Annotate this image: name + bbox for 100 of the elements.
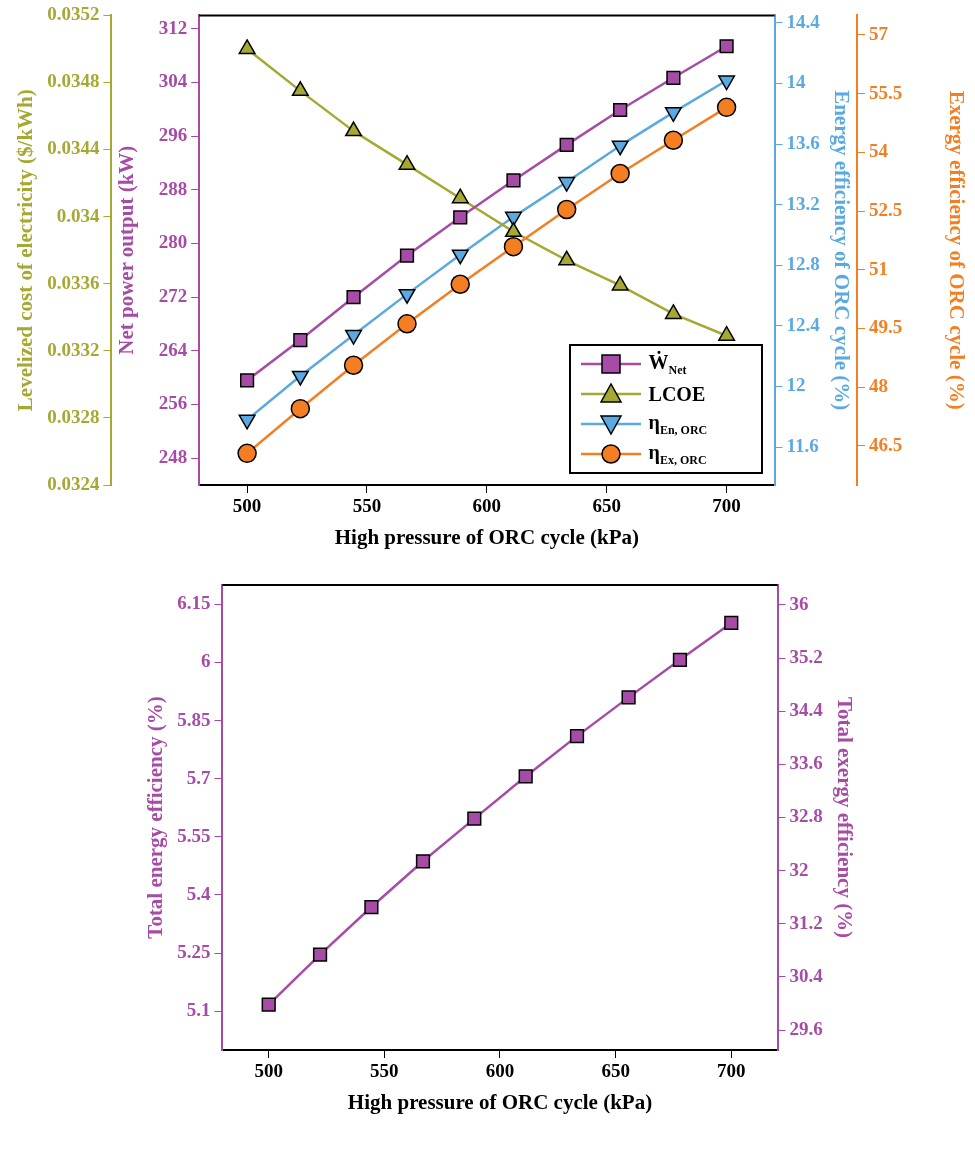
y2-tick-label: 35.2 — [789, 645, 823, 667]
x-tick-label: 700 — [717, 1060, 746, 1082]
y3-tick-label: 13.2 — [786, 192, 820, 214]
y-tick-label: 272 — [158, 285, 188, 307]
point — [450, 274, 470, 294]
point — [556, 199, 577, 220]
point — [453, 210, 468, 225]
x-axis-title: High pressure of ORC cycle (kPa) — [347, 1089, 653, 1114]
y3-axis-title: Energy efficiency of ORC cycle (%) — [829, 90, 854, 411]
point — [397, 314, 417, 334]
y2-tick-label: 0.0328 — [47, 405, 100, 427]
y-tick-label: 49.5 — [869, 316, 903, 338]
y2-tick-label: 29.6 — [789, 1017, 823, 1039]
y-tick-label: 54 — [869, 140, 889, 162]
y2-tick-label: 0.0352 — [47, 3, 100, 25]
y-tick-label: 288 — [158, 177, 188, 199]
y-tick-label: 52.5 — [869, 198, 903, 220]
y-tick-label: 55.5 — [869, 81, 903, 103]
y-tick-label: 5.55 — [177, 824, 211, 846]
y2-tick-label: 32 — [789, 858, 809, 880]
point — [346, 290, 361, 305]
y-axis-title: Net power output (kW) — [114, 145, 139, 355]
y-tick-label: 5.25 — [177, 941, 211, 963]
y-axis-title: Exergy efficiency of ORC cycle (%) — [944, 90, 969, 410]
x-tick-label: 700 — [712, 495, 741, 517]
x-tick-label: 550 — [370, 1060, 399, 1082]
point — [364, 899, 379, 915]
point — [293, 332, 308, 348]
legend-label: η$_{En, ORC}$ — [648, 410, 708, 438]
y2-tick-label: 0.0344 — [47, 137, 100, 159]
y2-tick-label: 0.0348 — [47, 70, 100, 92]
point — [558, 250, 576, 266]
point — [504, 222, 523, 237]
y-axis-title: Total energy efficiency (%) — [143, 696, 168, 939]
point — [238, 39, 256, 55]
y3-tick-label: 12 — [786, 374, 806, 396]
y-tick-label: 248 — [158, 446, 188, 468]
point — [611, 275, 629, 291]
y-tick-label: 5.4 — [186, 882, 211, 904]
y-tick-label: 51 — [869, 257, 888, 279]
y-tick-label: 46.5 — [869, 433, 903, 455]
y3-tick-label: 14 — [786, 71, 807, 93]
y-tick-label: 6.15 — [177, 592, 211, 614]
point — [518, 769, 533, 784]
point — [399, 248, 415, 263]
y-tick-label: 304 — [158, 70, 188, 92]
point — [724, 615, 739, 631]
point — [613, 102, 628, 118]
y-tick-label: 296 — [158, 124, 188, 146]
y-tick-label: 256 — [158, 392, 188, 414]
point — [451, 188, 469, 204]
point — [467, 811, 482, 826]
y2-tick-label: 36 — [789, 592, 809, 614]
x-tick-label: 600 — [472, 495, 502, 517]
point — [291, 81, 309, 97]
point — [239, 373, 255, 388]
point — [261, 997, 276, 1012]
y2-tick-label: 32.8 — [789, 805, 823, 827]
y2-tick-label: 0.0324 — [47, 472, 100, 494]
legend-label: Ẇ$_{Net}$ — [648, 350, 687, 378]
point — [569, 729, 585, 744]
x-tick-label: 500 — [232, 495, 262, 517]
y-tick-label: 6 — [200, 650, 211, 672]
point — [237, 443, 257, 464]
y2-tick-label: 33.6 — [789, 752, 823, 774]
y-tick-label: 5.7 — [186, 766, 211, 788]
point — [610, 163, 630, 184]
y-tick-label: 57 — [869, 22, 889, 44]
y2-tick-label: 31.2 — [789, 911, 823, 933]
x-tick-label: 650 — [592, 495, 621, 517]
point — [666, 70, 681, 85]
y3-tick-label: 12.4 — [786, 313, 821, 335]
y3-tick-label: 14.4 — [786, 10, 821, 32]
point — [506, 173, 521, 188]
y3-tick-label: 12.8 — [786, 253, 820, 275]
y3-tick-label: 11.6 — [786, 435, 819, 457]
y2-tick-label: 0.0332 — [47, 338, 100, 360]
point — [716, 97, 737, 118]
y-tick-label: 5.85 — [177, 708, 211, 730]
y2-tick-label: 0.034 — [56, 204, 100, 226]
point — [559, 137, 574, 152]
y2-axis-title: Total exergy efficiency (%) — [832, 696, 857, 939]
x-tick-label: 600 — [485, 1060, 515, 1082]
point — [415, 854, 431, 869]
x-tick-label: 650 — [601, 1060, 630, 1082]
point — [719, 39, 734, 54]
x-tick-label: 500 — [254, 1060, 283, 1082]
y2-tick-label: 34.4 — [789, 699, 824, 721]
legend-label: LCOE — [648, 382, 706, 406]
y3-tick-label: 13.6 — [786, 132, 820, 154]
y2-tick-label: 30.4 — [789, 964, 824, 986]
y-tick-label: 280 — [158, 231, 188, 253]
y-tick-label: 5.1 — [186, 999, 211, 1021]
legend-label: η$_{Ex, ORC}$ — [648, 440, 707, 468]
y2-axis-title: Levelized cost of electricity ($/kWh) — [13, 89, 38, 412]
point — [663, 130, 684, 150]
point — [718, 325, 736, 341]
y-tick-label: 48 — [869, 375, 888, 397]
point — [664, 304, 682, 320]
x-tick-label: 550 — [352, 495, 382, 517]
